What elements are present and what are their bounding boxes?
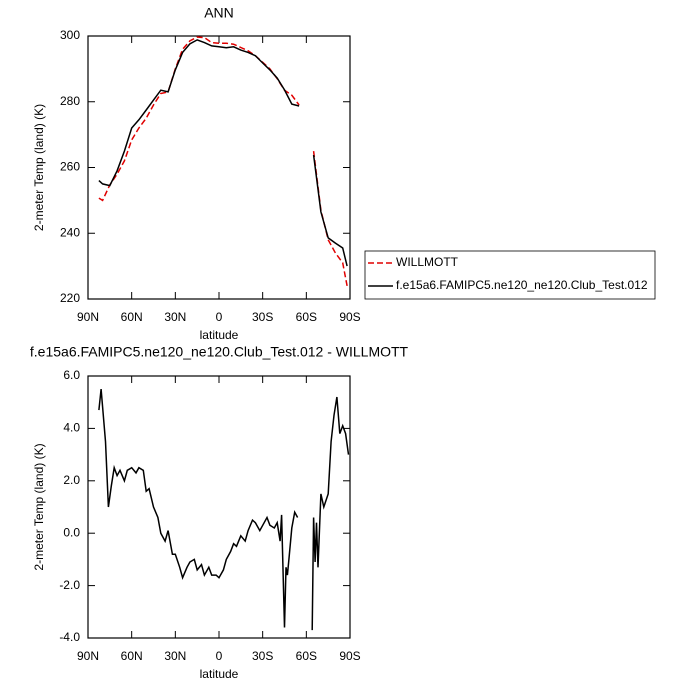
y-tick-label: 2.0	[63, 473, 80, 487]
x-tick-label: 30S	[252, 649, 273, 663]
y-tick-label: -2.0	[59, 578, 80, 592]
x-tick-label: 90N	[77, 649, 99, 663]
x-tick-label: 60S	[296, 310, 317, 324]
legend-label: f.e15a6.FAMIPC5.ne120_ne120.Club_Test.01…	[396, 278, 648, 292]
y-axis-label: 2-meter Temp (land) (K)	[32, 104, 46, 231]
chart-title: f.e15a6.FAMIPC5.ne120_ne120.Club_Test.01…	[30, 344, 409, 360]
plot-frame	[87, 35, 351, 300]
x-tick-label: 90S	[339, 649, 360, 663]
x-axis-label: latitude	[200, 667, 239, 681]
legend-box	[364, 250, 656, 300]
x-tick-label: 60S	[296, 649, 317, 663]
x-axis-label: latitude	[200, 328, 239, 342]
y-tick-label: 300	[60, 28, 80, 42]
y-tick-label: -4.0	[59, 630, 80, 644]
y-tick-label: 4.0	[63, 421, 80, 435]
x-tick-label: 0	[216, 649, 223, 663]
x-tick-label: 90N	[77, 310, 99, 324]
line-series	[98, 39, 348, 267]
x-tick-label: 60N	[121, 649, 143, 663]
x-tick-label: 0	[216, 310, 223, 324]
x-tick-label: 30N	[164, 310, 186, 324]
y-tick-label: 6.0	[63, 368, 80, 382]
x-tick-label: 90S	[339, 310, 360, 324]
chart-title: ANN	[204, 5, 234, 21]
plot-frame	[87, 375, 351, 639]
legend-label: WILLMOTT	[396, 255, 459, 269]
x-tick-label: 60N	[121, 310, 143, 324]
x-tick-label: 30S	[252, 310, 273, 324]
y-tick-label: 220	[60, 291, 80, 305]
y-tick-label: 260	[60, 160, 80, 174]
y-tick-label: 240	[60, 225, 80, 239]
x-tick-label: 30N	[164, 649, 186, 663]
y-axis-label: 2-meter Temp (land) (K)	[32, 443, 46, 570]
line-series	[98, 36, 348, 287]
line-series	[98, 389, 350, 631]
y-tick-label: 280	[60, 94, 80, 108]
y-tick-label: 0.0	[63, 525, 80, 539]
